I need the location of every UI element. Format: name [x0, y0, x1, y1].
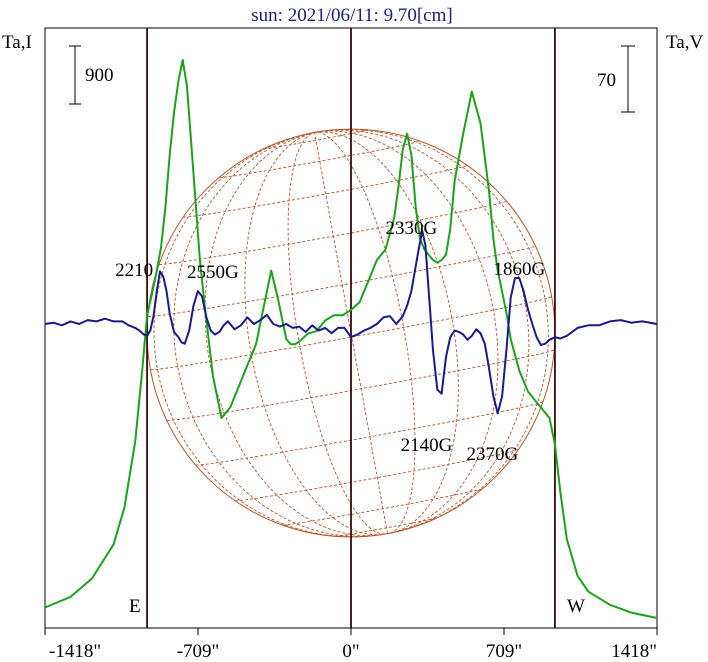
- longitude-line: [314, 131, 416, 534]
- left-axis-label: Ta,I: [2, 32, 32, 53]
- annotation-label: 1860G: [493, 259, 545, 280]
- right-axis-label: Ta,V: [666, 32, 703, 53]
- series-line-intensity: [44, 59, 658, 619]
- annotations: 2210 2550G 2330G 1860G 2140G 2370G: [115, 218, 545, 465]
- x-tick-label: 709": [486, 641, 522, 662]
- longitude-line: [287, 131, 385, 535]
- solar-disk-grid: [146, 128, 556, 538]
- chart-title: sun: 2021/06/11: 9.70[cm]: [251, 5, 452, 26]
- x-ticks: -1418" -709" 0" 709" 1418": [44, 628, 658, 662]
- series-line-polarization: [44, 229, 658, 415]
- series-layer: [44, 59, 658, 619]
- right-scale-bar: 70: [597, 45, 635, 113]
- latitude-line: [235, 448, 519, 502]
- longitude-line: [153, 131, 368, 538]
- reference-lines: [146, 28, 556, 628]
- longitude-line: [314, 131, 459, 533]
- longitude-line: [244, 131, 383, 536]
- annotation-label: 2210: [115, 260, 153, 281]
- x-tick-label: 1418": [611, 641, 657, 662]
- annotation-label: 2370G: [466, 444, 518, 465]
- west-limb-label: W: [567, 596, 585, 617]
- east-limb-label: E: [129, 596, 141, 617]
- annotation-label: 2550G: [187, 262, 239, 283]
- right-scale-bar-label: 70: [597, 70, 616, 91]
- x-tick-label: -709": [177, 641, 220, 662]
- latitude-line: [150, 296, 552, 371]
- left-scale-bar: 900: [69, 45, 114, 105]
- x-tick-label: -1418": [49, 641, 101, 662]
- annotation-label: 2140G: [401, 435, 453, 456]
- latitude-line: [195, 401, 543, 466]
- annotation-label: 2330G: [386, 218, 438, 239]
- longitude-line: [314, 130, 499, 533]
- longitude-line: [204, 131, 381, 537]
- x-tick-label: 0": [342, 641, 359, 662]
- left-scale-bar-label: 900: [85, 65, 114, 86]
- longitude-line: [173, 131, 379, 537]
